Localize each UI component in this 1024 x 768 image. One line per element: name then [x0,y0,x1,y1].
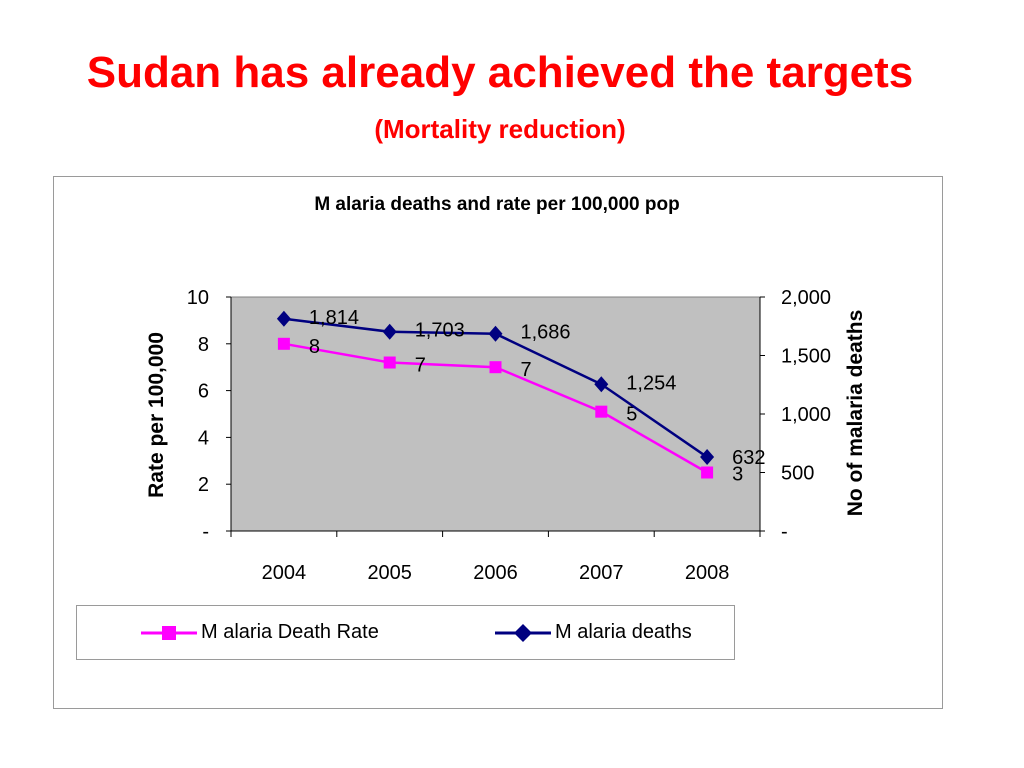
rate-data-label: 5 [626,404,637,426]
x-tick-label: 2005 [367,562,412,584]
y-right-tick-label: 500 [781,463,814,485]
y-left-tick-label: 2 [198,474,209,496]
y-left-tick-label: - [202,521,209,543]
rate-data-label: 7 [415,355,426,377]
legend-item-rate: M alaria Death Rate [139,606,379,659]
deaths-point [382,323,397,340]
y-right-axis-label: No of malaria deaths [844,310,867,517]
y-left-tick-label: 10 [187,287,209,309]
y-left-axis-label: Rate per 100,000 [145,332,168,498]
rate-point [701,466,714,479]
y-right-tick-label: - [781,521,788,543]
y-left-tick-label: 4 [198,427,209,449]
y-right-tick-label: 1,500 [781,346,831,368]
rate-data-label: 3 [732,464,743,486]
legend: M alaria Death Rate M alaria deaths [76,605,735,660]
y-left-tick-label: 8 [198,334,209,356]
deaths-data-label: 1,814 [309,307,359,329]
legend-item-deaths: M alaria deaths [493,606,692,659]
y-right-tick-label: 1,000 [781,404,831,426]
x-tick-label: 2006 [473,562,518,584]
square-marker-icon [141,625,197,640]
x-tick-label: 2004 [262,562,307,584]
legend-label-deaths: M alaria deaths [555,621,692,643]
rate-point [489,361,502,374]
deaths-data-label: 632 [732,447,765,469]
deaths-data-label: 1,254 [626,372,676,394]
deaths-point [700,449,715,466]
rate-point [383,356,396,369]
deaths-point [488,325,503,342]
rate-data-label: 7 [521,359,532,381]
rate-data-label: 8 [309,336,320,358]
legend-label-rate: M alaria Death Rate [201,621,379,643]
chart-title: M alaria deaths and rate per 100,000 pop [314,194,679,215]
rate-point [277,337,290,350]
y-left-tick-label: 6 [198,381,209,403]
deaths-point [594,376,609,393]
x-tick-label: 2008 [685,562,730,584]
deaths-point [276,310,291,327]
deaths-data-label: 1,686 [521,322,571,344]
slide-title: Sudan has already achieved the targets [86,48,914,97]
deaths-data-label: 1,703 [415,320,465,342]
rate-point [595,405,608,418]
slide-subtitle: (Mortality reduction) [374,114,626,144]
y-right-tick-label: 2,000 [781,287,831,309]
x-tick-label: 2007 [579,562,624,584]
diamond-marker-icon [495,623,551,642]
